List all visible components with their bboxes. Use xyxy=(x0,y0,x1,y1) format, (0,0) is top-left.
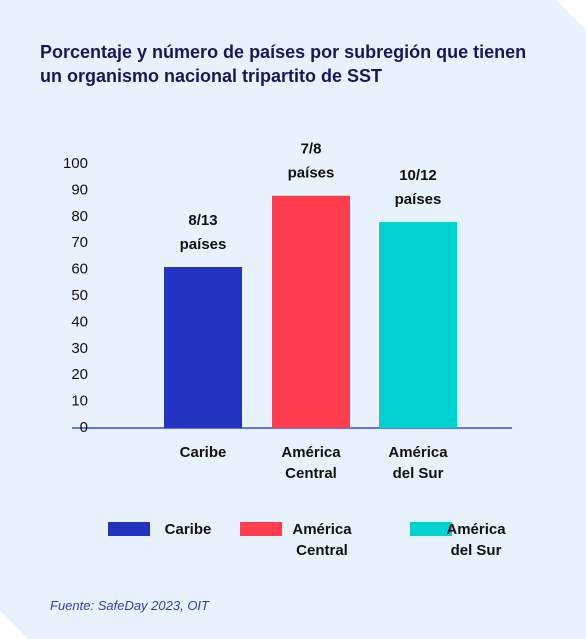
legend-swatch xyxy=(410,522,452,536)
source-note: Fuente: SafeDay 2023, OIT xyxy=(50,598,209,613)
y-tick-label: 30 xyxy=(71,340,88,357)
legend-label: América Central xyxy=(292,521,352,559)
legend-label: América del Sur xyxy=(446,521,506,559)
y-tick-label: 40 xyxy=(71,313,88,330)
chart-title: Porcentaje y número de países por subreg… xyxy=(40,42,527,86)
bar-annotation: 10/12 países xyxy=(395,167,442,208)
bar-annotation: 8/13 países xyxy=(180,212,227,253)
bar-annotation: 7/8 países xyxy=(288,141,335,182)
y-tick-label: 80 xyxy=(71,208,88,225)
legend-label: Caribe xyxy=(165,521,212,538)
y-tick-label: 100 xyxy=(63,155,88,172)
bar xyxy=(272,195,350,428)
x-tick-label: Caribe xyxy=(180,444,227,461)
x-tick-label: América Central xyxy=(281,444,341,482)
y-tick-label: 10 xyxy=(71,393,88,410)
y-tick-label: 90 xyxy=(71,181,88,198)
legend-swatch xyxy=(240,522,282,536)
y-tick-label: 0 xyxy=(80,419,88,436)
y-tick-label: 20 xyxy=(71,366,88,383)
legend-swatch xyxy=(108,522,150,536)
x-tick-label: América del Sur xyxy=(388,444,448,482)
y-tick-label: 70 xyxy=(71,234,88,251)
bar xyxy=(164,266,242,428)
bar xyxy=(379,222,457,428)
y-tick-label: 60 xyxy=(71,261,88,278)
y-tick-label: 50 xyxy=(71,287,88,304)
